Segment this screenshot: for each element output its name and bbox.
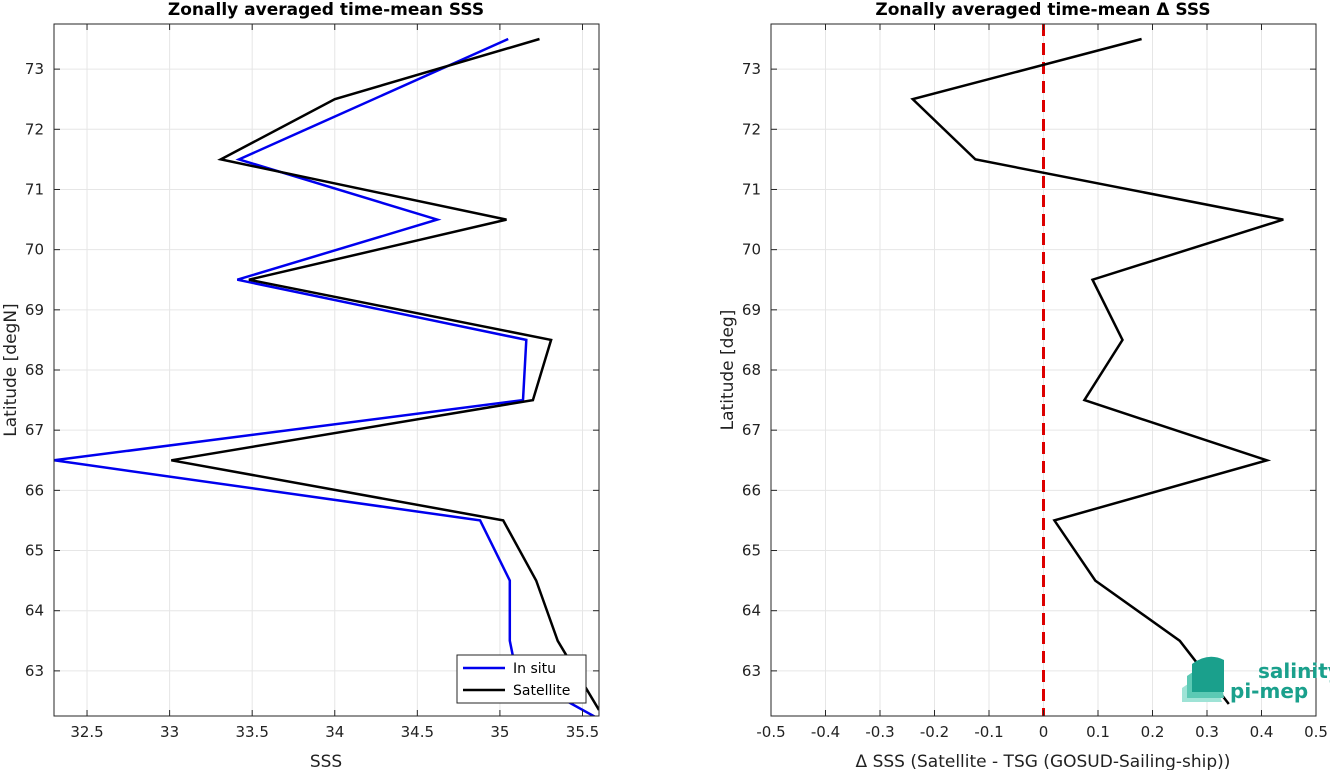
right-x-ticks: -0.5 -0.4 -0.3 -0.2 -0.1 0 0.1 0.2 0.3 0.4 0.5 xyxy=(756,24,1328,741)
series-line-series-0 xyxy=(910,37,1284,705)
x-tick-label: -0.5 xyxy=(756,723,785,741)
x-tick-label: 35 xyxy=(490,723,509,741)
right-chart-title: Zonally averaged time-mean Δ SSS xyxy=(875,0,1210,20)
y-tick-label: 71 xyxy=(742,180,761,198)
x-tick-label: 35.5 xyxy=(566,723,599,741)
y-tick-label: 64 xyxy=(25,602,44,620)
y-tick-label: 63 xyxy=(25,662,44,680)
right-y-ticks: 63 64 65 66 67 68 69 70 71 72 73 xyxy=(742,60,1316,680)
left-x-ticks: 32.5 33 33.5 34 34.5 35 35.5 xyxy=(70,24,599,741)
y-tick-label: 65 xyxy=(742,542,761,560)
left-x-axis-label: SSS xyxy=(310,752,342,770)
x-tick-label: 0.5 xyxy=(1304,723,1328,741)
y-tick-label: 66 xyxy=(742,481,761,499)
series-line-satellite xyxy=(171,37,599,711)
right-panel-delta-sss: Zonally averaged time-mean Δ SSS -0.5 -0.… xyxy=(718,0,1330,770)
y-tick-label: 63 xyxy=(742,662,761,680)
logo-text-line1: salinity xyxy=(1258,659,1330,683)
legend-box xyxy=(456,654,587,704)
y-tick-label: 64 xyxy=(742,602,761,620)
y-tick-label: 73 xyxy=(742,60,761,78)
y-tick-label: 70 xyxy=(742,241,761,259)
x-tick-label: 33 xyxy=(160,723,179,741)
y-tick-label: 69 xyxy=(742,301,761,319)
x-tick-label: 0.1 xyxy=(1086,723,1110,741)
y-tick-label: 71 xyxy=(25,180,44,198)
x-tick-label: -0.2 xyxy=(920,723,949,741)
y-tick-label: 72 xyxy=(742,120,761,138)
y-tick-label: 70 xyxy=(25,241,44,259)
x-tick-label: 34.5 xyxy=(401,723,434,741)
x-tick-label: 0.2 xyxy=(1141,723,1165,741)
y-tick-label: 72 xyxy=(25,120,44,138)
left-panel-sss: Zonally averaged time-mean SSS 32.5 33 33.… xyxy=(1,0,600,770)
left-series-lines xyxy=(54,37,599,716)
x-tick-label: -0.1 xyxy=(974,723,1003,741)
left-y-axis-label: Latitude [degN] xyxy=(1,303,21,436)
wave-logo-icon xyxy=(1182,656,1224,702)
legend-label-satellite: Satellite xyxy=(513,683,570,699)
logo-text-line2: pi-mep xyxy=(1230,679,1308,703)
right-y-axis-label: Latitude [deg] xyxy=(718,310,738,431)
right-series-lines xyxy=(910,37,1284,705)
left-grid xyxy=(54,24,599,716)
legend-label-in-situ: In situ xyxy=(513,661,556,677)
x-tick-label: -0.3 xyxy=(865,723,894,741)
x-tick-label: 33.5 xyxy=(235,723,268,741)
left-legend: In situ Satellite xyxy=(456,654,587,704)
left-chart-title: Zonally averaged time-mean SSS xyxy=(168,0,484,20)
y-tick-label: 67 xyxy=(742,421,761,439)
y-tick-label: 67 xyxy=(25,421,44,439)
y-tick-label: 68 xyxy=(25,361,44,379)
series-line-in-situ xyxy=(54,37,597,716)
y-tick-label: 73 xyxy=(25,60,44,78)
x-tick-label: 0 xyxy=(1039,723,1049,741)
left-y-ticks: 63 64 65 66 67 68 69 70 71 72 73 xyxy=(25,60,599,680)
x-tick-label: 34 xyxy=(325,723,344,741)
y-tick-label: 69 xyxy=(25,301,44,319)
y-tick-label: 68 xyxy=(742,361,761,379)
y-tick-label: 65 xyxy=(25,542,44,560)
x-tick-label: -0.4 xyxy=(811,723,840,741)
x-tick-label: 0.3 xyxy=(1195,723,1219,741)
x-tick-label: 0.4 xyxy=(1250,723,1274,741)
right-x-axis-label: Δ SSS (Satellite - TSG (GOSUD-Sailing-sh… xyxy=(856,752,1231,770)
y-tick-label: 66 xyxy=(25,481,44,499)
salinity-pi-mep-logo: salinity pi-mep xyxy=(1182,656,1330,703)
x-tick-label: 32.5 xyxy=(70,723,103,741)
